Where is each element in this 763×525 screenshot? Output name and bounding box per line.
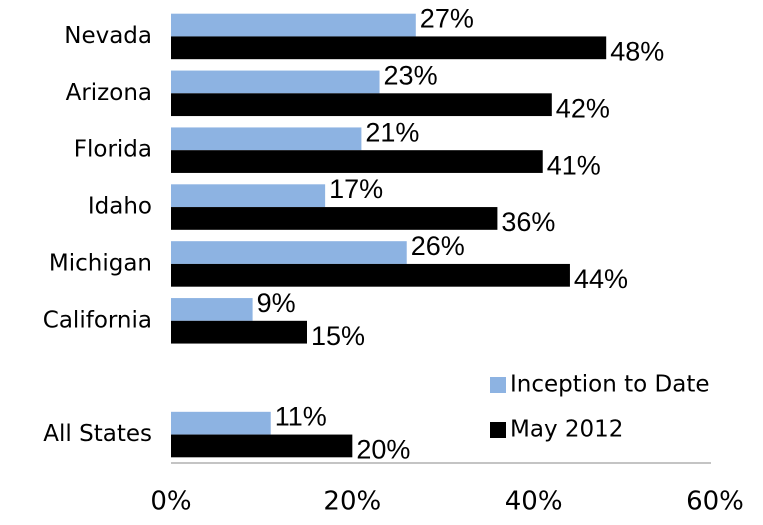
value-label: 17% bbox=[329, 174, 383, 204]
bar bbox=[171, 70, 380, 94]
category-label: Michigan bbox=[49, 250, 152, 276]
category-label: All States bbox=[43, 421, 152, 447]
value-label: 21% bbox=[365, 117, 419, 147]
x-tick-label: 0% bbox=[150, 487, 191, 517]
bar bbox=[171, 207, 498, 230]
bar bbox=[171, 36, 607, 60]
value-label: 36% bbox=[501, 207, 555, 237]
x-tick-label: 60% bbox=[686, 487, 744, 517]
bar bbox=[171, 434, 353, 458]
bar bbox=[171, 127, 362, 151]
bar bbox=[171, 263, 570, 287]
category-label: Idaho bbox=[88, 194, 152, 220]
value-label: 15% bbox=[311, 321, 365, 351]
value-label: 20% bbox=[356, 435, 410, 465]
bar bbox=[171, 184, 326, 208]
bar bbox=[171, 13, 416, 37]
bar bbox=[171, 298, 253, 321]
bar bbox=[171, 411, 271, 435]
value-label: 27% bbox=[420, 4, 474, 34]
value-label: 44% bbox=[574, 264, 628, 294]
value-label: 26% bbox=[411, 231, 465, 261]
value-label: 11% bbox=[275, 402, 327, 432]
value-label: 9% bbox=[257, 288, 296, 318]
category-label: Florida bbox=[74, 137, 152, 163]
x-tick-label: 20% bbox=[323, 487, 381, 517]
legend-swatch bbox=[490, 377, 506, 393]
category-label: Arizona bbox=[66, 80, 152, 106]
legend-swatch bbox=[490, 422, 506, 438]
bar bbox=[171, 150, 543, 173]
value-label: 42% bbox=[556, 93, 610, 123]
category-label: Nevada bbox=[64, 23, 152, 49]
legend-label: May 2012 bbox=[510, 417, 623, 443]
value-label: 48% bbox=[610, 37, 664, 67]
bar bbox=[171, 93, 552, 117]
bar bbox=[171, 320, 307, 344]
legend-label: Inception to Date bbox=[510, 372, 710, 398]
x-tick-label: 40% bbox=[505, 487, 563, 517]
value-label: 23% bbox=[384, 60, 438, 90]
bar bbox=[171, 241, 407, 264]
category-label: California bbox=[43, 307, 152, 333]
value-label: 41% bbox=[547, 150, 601, 180]
